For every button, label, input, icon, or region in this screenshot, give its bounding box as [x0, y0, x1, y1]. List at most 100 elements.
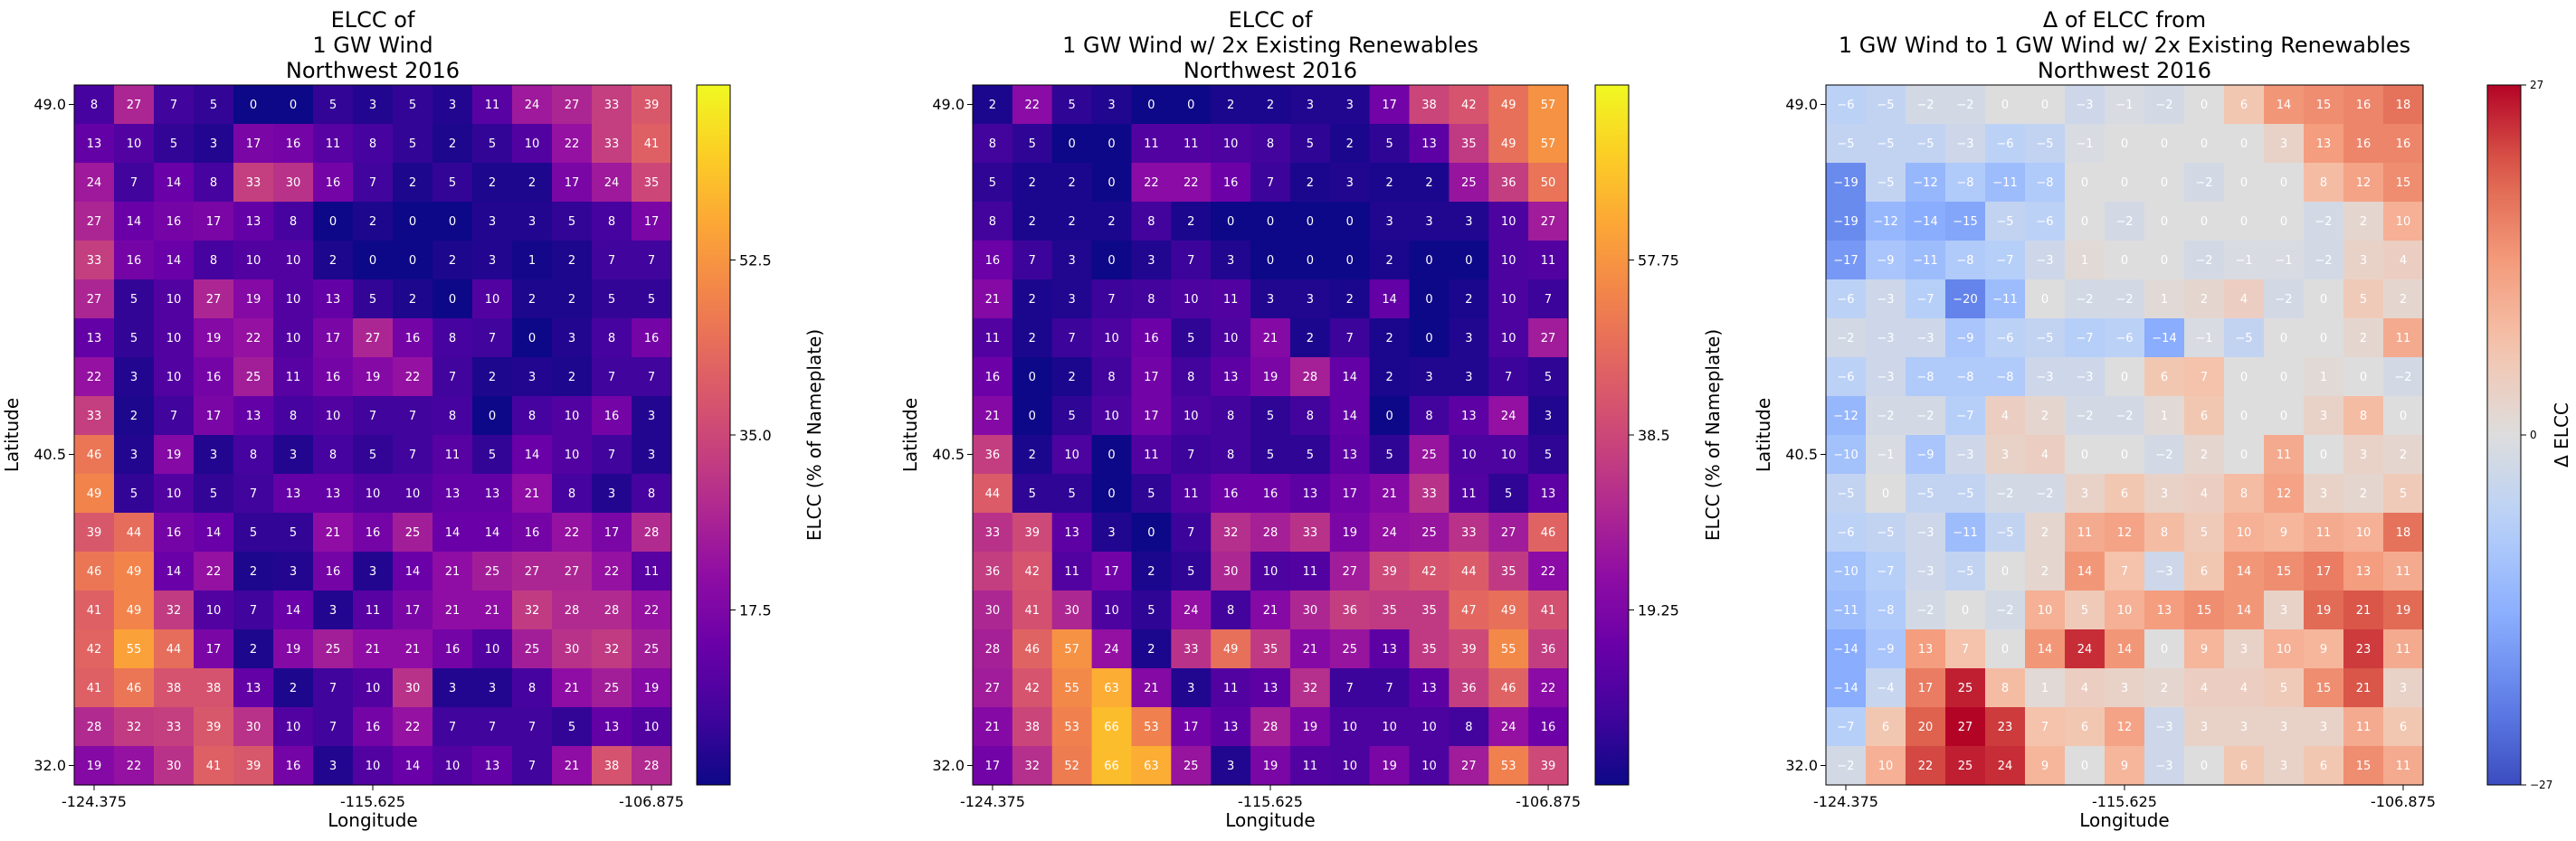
heatmap-cell [233, 474, 274, 514]
heatmap-cell [2304, 746, 2344, 786]
heatmap-cell [433, 746, 473, 786]
heatmap-cell [74, 318, 115, 358]
cell-value-label: 39 [1025, 526, 1041, 540]
cell-value-label: 0 [2201, 99, 2208, 112]
heatmap-cell [74, 629, 115, 669]
cell-value-label: 5 [130, 293, 138, 307]
heatmap-cell [1985, 85, 2026, 125]
cell-value-label: 2 [1385, 371, 1393, 384]
heatmap-cell [1528, 124, 1569, 164]
heatmap-cell [1250, 124, 1291, 164]
cell-value-label: 21 [985, 721, 1001, 734]
heatmap-cell [114, 163, 155, 203]
cell-value-label: 3 [568, 332, 575, 345]
cell-value-label: 5 [1147, 604, 1155, 618]
heatmap-cell [2224, 357, 2265, 397]
cell-value-label: −8 [1996, 371, 2013, 384]
heatmap-cell [512, 707, 553, 747]
heatmap-cell [2304, 163, 2344, 203]
heatmap-cell [1866, 202, 1906, 241]
cell-value-label: 24 [1501, 410, 1516, 423]
cell-value-label: 0 [1962, 604, 1969, 618]
heatmap-cell [1211, 435, 1251, 475]
heatmap-cell [1289, 163, 1331, 203]
cell-value-label: 8 [2320, 176, 2327, 190]
heatmap-cell [1250, 318, 1291, 358]
cell-value-label: 36 [1501, 176, 1516, 190]
heatmap-cell [2264, 124, 2305, 164]
heatmap-cell [1449, 746, 1489, 786]
heatmap-cell [1906, 124, 1946, 164]
heatmap-cell [1012, 746, 1053, 786]
cell-value-label: 35 [1421, 643, 1437, 657]
heatmap-cell [2105, 707, 2145, 747]
heatmap-cell [1012, 163, 1053, 203]
cell-value-label: 4 [2400, 254, 2407, 268]
cell-value-label: 10 [1104, 604, 1119, 618]
heatmap-cell [313, 202, 354, 241]
cell-value-label: 3 [2280, 760, 2287, 773]
cell-value-label: −7 [2076, 332, 2093, 345]
cell-value-label: 2 [2360, 487, 2367, 501]
cell-value-label: 3 [2201, 721, 2208, 734]
heatmap-cell [1051, 163, 1093, 203]
cell-value-label: 53 [1144, 721, 1159, 734]
cell-value-label: 6 [1882, 721, 1889, 734]
heatmap-cell [1488, 435, 1529, 475]
heatmap-cell [74, 552, 115, 591]
cell-value-label: 11 [2356, 721, 2372, 734]
heatmap-cell [1528, 746, 1569, 786]
heatmap-cell [1329, 163, 1371, 203]
heatmap-cell [194, 707, 234, 747]
cell-value-label: 38 [1025, 721, 1041, 734]
heatmap-cell [1369, 668, 1411, 708]
heatmap-cell [1012, 357, 1053, 397]
cell-value-label: 30 [246, 721, 261, 734]
heatmap-cell [2264, 513, 2305, 553]
cell-value-label: 2 [489, 176, 496, 190]
cell-value-label: −5 [1877, 99, 1894, 112]
heatmap-cell [1091, 513, 1133, 553]
heatmap-cell [1488, 241, 1529, 280]
heatmap-cell [1329, 435, 1371, 475]
cell-value-label: 3 [648, 410, 655, 423]
heatmap-cell [2065, 474, 2105, 514]
cell-value-label: 46 [1025, 643, 1041, 657]
heatmap-cell [2264, 552, 2305, 591]
heatmap-cell [313, 357, 354, 397]
heatmap-cells: −6 −5 −2 −2 0 0 −3 −1 −2 0 6 14 15 16 18−5 −5 −5 −3 −6 −5 −1… [1826, 85, 2424, 786]
title-line: Northwest 2016 [286, 58, 460, 83]
cell-value-label: 0 [2121, 371, 2128, 384]
heatmap-cell [74, 357, 115, 397]
cell-value-label: 32 [604, 643, 620, 657]
heatmap-cell [2105, 435, 2145, 475]
heatmap-cell [1985, 474, 2026, 514]
cell-value-label: 16 [326, 565, 341, 579]
heatmap-cell [1409, 85, 1450, 125]
cell-value-label: −3 [2076, 99, 2093, 112]
heatmap-cell [1250, 591, 1291, 630]
heatmap-cell [1091, 318, 1133, 358]
heatmap-cell [313, 124, 354, 164]
heatmap-cell [1131, 396, 1172, 436]
heatmap-cell [1409, 357, 1450, 397]
cell-value-label: 18 [2396, 526, 2411, 540]
heatmap-cell [1945, 668, 1986, 708]
cell-value-label: 4 [2201, 682, 2208, 695]
heatmap-cell [433, 513, 473, 553]
heatmap-cell [512, 124, 553, 164]
heatmap-cell [74, 279, 115, 319]
cell-value-label: −12 [1833, 410, 1858, 423]
heatmap-cell [2383, 85, 2424, 125]
cell-value-label: 11 [644, 565, 660, 579]
cell-value-label: 14 [2117, 643, 2133, 657]
heatmap-cell [2184, 357, 2225, 397]
cell-value-label: 1 [2041, 682, 2048, 695]
cell-value-label: 0 [329, 215, 337, 229]
x-tick-label: -115.625 [1238, 793, 1303, 810]
heatmap-cell [2144, 202, 2185, 241]
heatmap-cell [2184, 513, 2225, 553]
cell-value-label: −10 [1833, 449, 1858, 462]
heatmap-cell [592, 357, 632, 397]
